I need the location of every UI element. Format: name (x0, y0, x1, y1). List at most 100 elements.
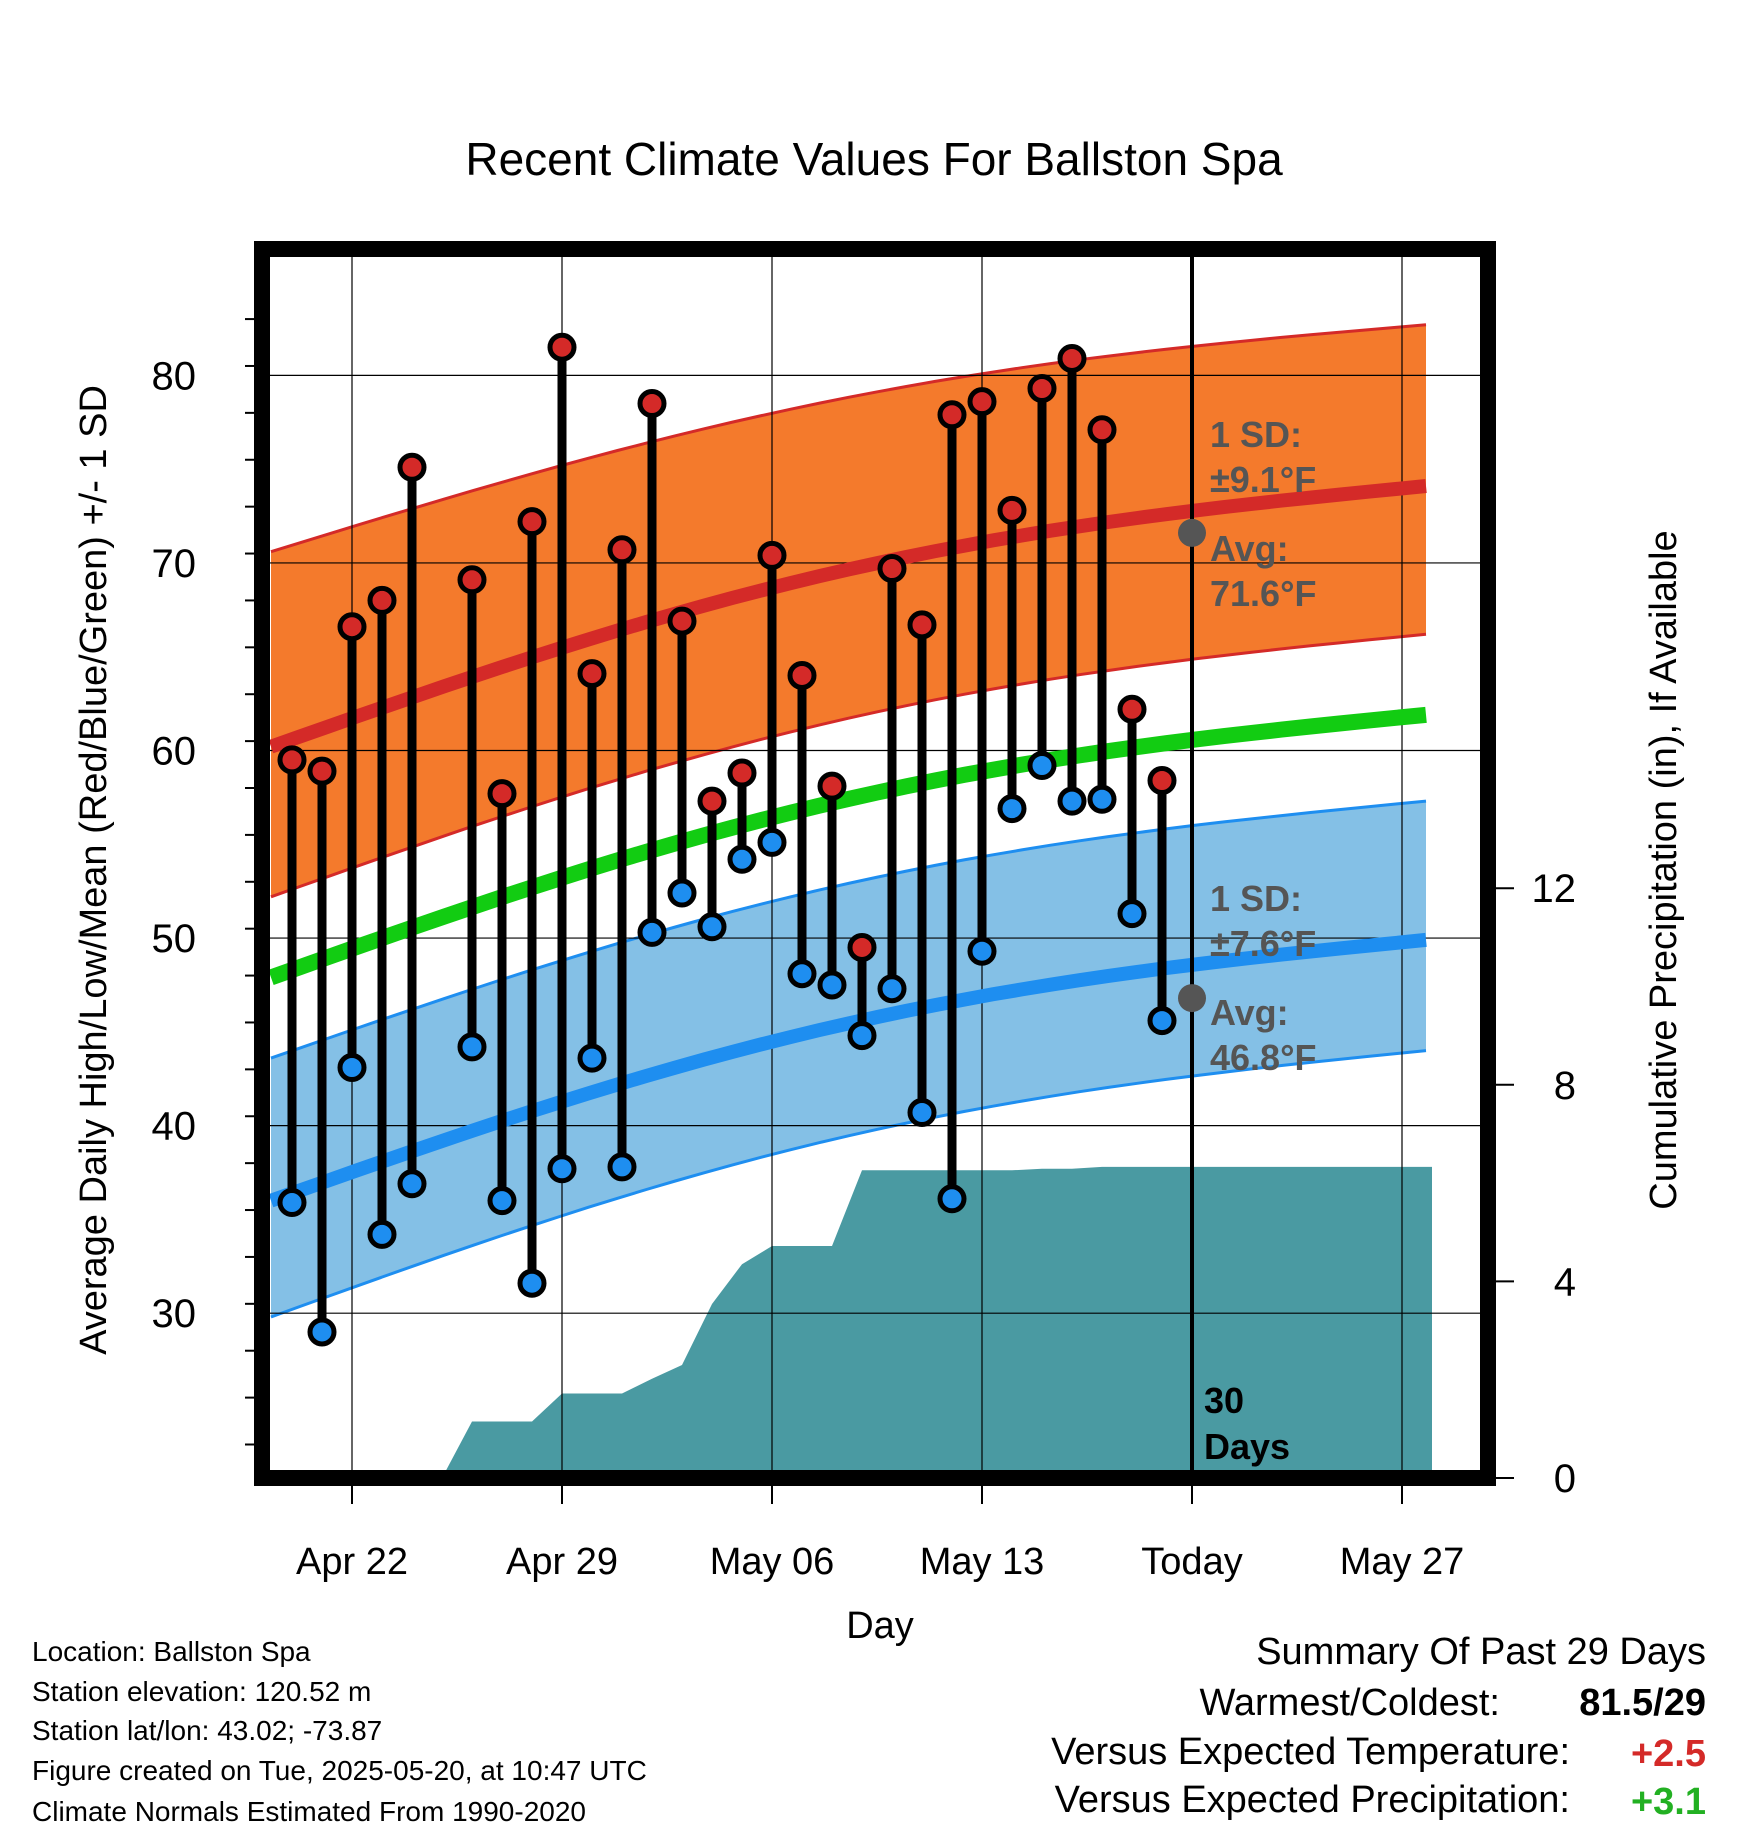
daily-high-point (1027, 373, 1057, 403)
low-sd-value: ±7.6°F (1210, 923, 1316, 964)
daily-low-point (697, 912, 727, 942)
x-tick-label: Today (1141, 1541, 1242, 1583)
x-axis-label: Day (846, 1605, 914, 1647)
y-tick-label: 50 (152, 917, 197, 961)
daily-high-point (607, 535, 637, 565)
daily-low-point (277, 1188, 307, 1218)
daily-high-point (277, 745, 307, 775)
daily-low-point (397, 1169, 427, 1199)
daily-high-point (577, 659, 607, 689)
daily-low-point (1117, 899, 1147, 929)
summary-precip-value: +3.1 (1631, 1781, 1706, 1823)
footer-location: Location: Ballston Spa (32, 1636, 311, 1667)
x-tick-label: Apr 29 (506, 1541, 618, 1583)
daily-high-point (847, 932, 877, 962)
footer-latlon: Station lat/lon: 43.02; -73.87 (32, 1715, 382, 1746)
daily-high-point (367, 585, 397, 615)
daily-high-point (487, 779, 517, 809)
today-low-avg-marker (1178, 984, 1206, 1013)
daily-high-point (667, 606, 697, 636)
low-normal-line (268, 932, 1427, 1208)
daily-high-point (517, 507, 547, 537)
daily-low-point (667, 878, 697, 908)
daily-low-point (1147, 1006, 1177, 1036)
daily-high-point (1087, 415, 1117, 445)
daily-low-point (937, 1184, 967, 1214)
high-sd-label: 1 SD: (1210, 414, 1302, 455)
today-days-label: 30 (1204, 1380, 1244, 1421)
daily-low-point (307, 1317, 337, 1347)
daily-high-point (397, 452, 427, 482)
summary-warmest-label: Warmest/Coldest: (1199, 1682, 1500, 1724)
daily-low-point (577, 1043, 607, 1073)
daily-low-point (547, 1154, 577, 1184)
daily-high-point (727, 758, 757, 788)
x-tick-label: Apr 22 (296, 1541, 408, 1583)
y-tick-label: 30 (152, 1292, 197, 1336)
high-upper-line (270, 323, 1427, 554)
daily-high-point (1147, 766, 1177, 796)
high-normal-line (268, 479, 1427, 754)
high-avg-value: 71.6°F (1210, 573, 1316, 614)
daily-high-point (697, 786, 727, 816)
daily-low-point (757, 827, 787, 857)
daily-high-point (307, 756, 337, 786)
daily-high-point (787, 660, 817, 690)
footer-normals: Climate Normals Estimated From 1990-2020 (32, 1796, 586, 1827)
y2-tick-label: 0 (1554, 1457, 1576, 1501)
low-avg-label: Avg: (1210, 992, 1289, 1033)
daily-high-point (547, 332, 577, 362)
high-sd-value: ±9.1°F (1210, 459, 1316, 500)
daily-high-point (997, 495, 1027, 525)
daily-low-point (817, 970, 847, 1000)
daily-high-point (817, 771, 847, 801)
daily-low-point (337, 1052, 367, 1082)
daily-low-point (487, 1186, 517, 1216)
daily-low-point (727, 844, 757, 874)
today-days-label-2: Days (1204, 1426, 1290, 1467)
summary-panel: Summary Of Past 29 Days Warmest/Coldest:… (1051, 1631, 1706, 1823)
low-lower-line (270, 1049, 1427, 1319)
daily-high-point (457, 565, 487, 595)
y-tick-label: 60 (152, 729, 197, 773)
summary-title: Summary Of Past 29 Days (1256, 1631, 1706, 1673)
daily-low-point (877, 974, 907, 1004)
daily-high-point (1057, 343, 1087, 373)
high-lower-line (270, 632, 1427, 899)
low-upper-line (270, 799, 1427, 1060)
low-sd-label: 1 SD: (1210, 878, 1302, 919)
x-tick-label: May 13 (920, 1541, 1045, 1583)
footer-info: Location: Ballston Spa Station elevation… (32, 1636, 647, 1827)
today-high-avg-marker (1178, 518, 1206, 547)
daily-low-point (997, 794, 1027, 824)
mean-normal-line (268, 706, 1427, 985)
daily-high-point (337, 612, 367, 642)
daily-low-point (637, 917, 667, 947)
high-avg-label: Avg: (1210, 528, 1289, 569)
plot-frame (254, 241, 1496, 1486)
y2-axis-label: Cumulative Precipitation (in), If Availa… (1643, 530, 1685, 1209)
daily-low-point (1057, 786, 1087, 816)
low-sd-band (271, 801, 1426, 1317)
daily-low-point (367, 1219, 397, 1249)
daily-low-point (967, 936, 997, 966)
daily-low-point (457, 1032, 487, 1062)
low-avg-value: 46.8°F (1210, 1037, 1316, 1078)
daily-high-point (907, 610, 937, 640)
daily-high-point (637, 388, 667, 418)
y-axis-label: Average Daily High/Low/Mean (Red/Blue/Gr… (73, 385, 115, 1355)
summary-temp-label: Versus Expected Temperature: (1051, 1731, 1570, 1773)
daily-high-point (757, 540, 787, 570)
footer-created: Figure created on Tue, 2025-05-20, at 10… (32, 1755, 647, 1786)
y2-tick-label: 12 (1532, 867, 1577, 911)
daily-low-point (847, 1021, 877, 1051)
daily-low-point (517, 1268, 547, 1298)
daily-low-point (787, 959, 817, 989)
daily-low-point (607, 1152, 637, 1182)
daily-high-point (877, 554, 907, 584)
daily-low-point (1027, 750, 1057, 780)
y2-tick-label: 4 (1554, 1260, 1576, 1304)
